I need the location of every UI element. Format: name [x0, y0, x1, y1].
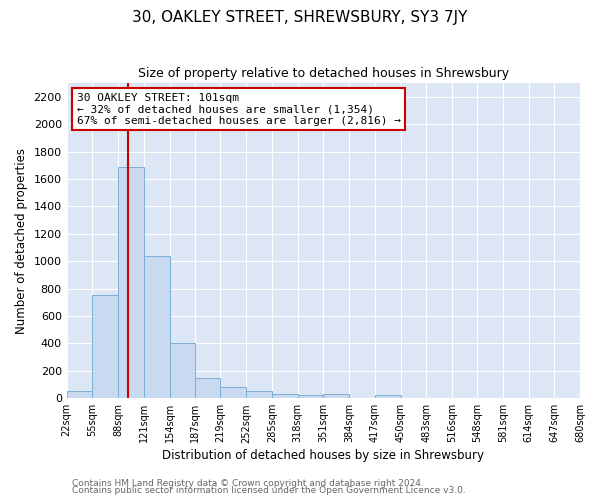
- Bar: [92, 296, 118, 398]
- Bar: [118, 166, 144, 398]
- Bar: [246, 392, 272, 398]
- X-axis label: Distribution of detached houses by size in Shrewsbury: Distribution of detached houses by size …: [163, 450, 484, 462]
- Text: 30 OAKLEY STREET: 101sqm
← 32% of detached houses are smaller (1,354)
67% of sem: 30 OAKLEY STREET: 101sqm ← 32% of detach…: [77, 92, 401, 126]
- Title: Size of property relative to detached houses in Shrewsbury: Size of property relative to detached ho…: [138, 68, 509, 80]
- Bar: [323, 394, 349, 398]
- Y-axis label: Number of detached properties: Number of detached properties: [15, 148, 28, 334]
- Bar: [220, 386, 246, 398]
- Bar: [375, 396, 401, 398]
- Bar: [196, 378, 220, 398]
- Text: Contains HM Land Registry data © Crown copyright and database right 2024.: Contains HM Land Registry data © Crown c…: [72, 478, 424, 488]
- Bar: [298, 395, 323, 398]
- Text: Contains public sector information licensed under the Open Government Licence v3: Contains public sector information licen…: [72, 486, 466, 495]
- Bar: [170, 342, 196, 398]
- Bar: [144, 256, 170, 398]
- Bar: [272, 394, 298, 398]
- Text: 30, OAKLEY STREET, SHREWSBURY, SY3 7JY: 30, OAKLEY STREET, SHREWSBURY, SY3 7JY: [133, 10, 467, 25]
- Bar: [67, 392, 92, 398]
